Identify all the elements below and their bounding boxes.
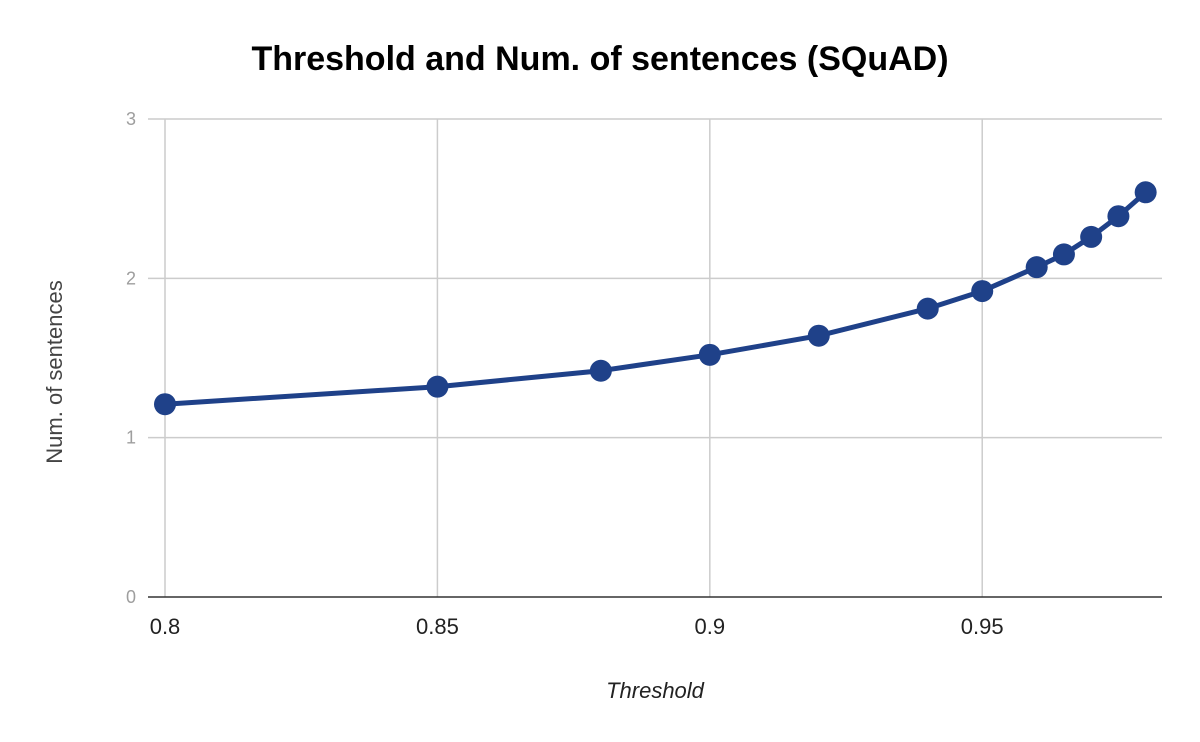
y-tick-label: 0: [126, 587, 136, 607]
data-point: [1080, 225, 1103, 248]
chart-title: Threshold and Num. of sentences (SQuAD): [251, 40, 948, 78]
data-point: [971, 280, 994, 303]
data-point: [1107, 205, 1130, 228]
series-line: [162, 189, 1149, 407]
y-tick-label: 1: [126, 428, 136, 448]
x-tick-label: 0.9: [695, 614, 726, 639]
series-group: [154, 181, 1157, 416]
x-axis-ticks: 0.8 0.85 0.9 0.95: [150, 614, 1004, 639]
data-point: [426, 375, 449, 398]
x-tick-label: 0.95: [961, 614, 1004, 639]
y-tick-label: 2: [126, 268, 136, 288]
data-point: [916, 297, 939, 320]
data-point: [807, 324, 830, 347]
grid-lines: [148, 118, 1162, 597]
data-point: [154, 393, 176, 416]
data-point: [698, 343, 721, 366]
x-tick-label: 0.8: [150, 614, 181, 639]
y-tick-label: 3: [126, 109, 136, 129]
data-point: [589, 359, 612, 382]
y-axis-ticks: 0 1 2 3: [126, 109, 136, 607]
data-point: [1025, 256, 1048, 279]
data-point: [1052, 243, 1075, 266]
x-tick-label: 0.85: [416, 614, 459, 639]
x-axis-label: Threshold: [606, 678, 705, 703]
data-point: [1134, 181, 1157, 204]
y-axis-label: Num. of sentences: [42, 280, 67, 463]
